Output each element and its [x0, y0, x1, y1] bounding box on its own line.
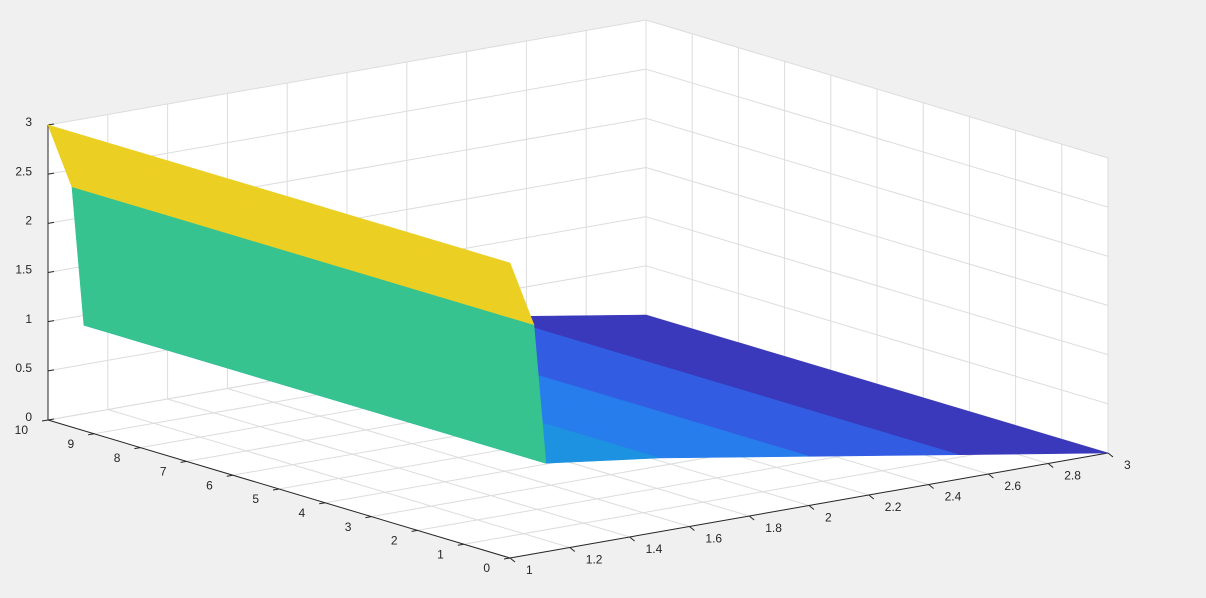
z-tick: [47, 369, 55, 372]
z-tick-label: 3: [25, 115, 32, 129]
y-tick: [457, 543, 464, 546]
z-tick: [47, 271, 55, 273]
z-tick-label: 2.5: [15, 164, 32, 178]
x-tick: [808, 505, 815, 510]
grid-line: [47, 19, 647, 126]
x-tick: [689, 526, 695, 531]
y-tick-label: 6: [206, 478, 213, 492]
y-tick-label: 0: [483, 561, 490, 575]
z-tick-label: 0.5: [15, 361, 32, 375]
y-tick-label: 7: [160, 465, 167, 479]
z-tick-label: 1.5: [15, 263, 32, 277]
grid-line: [463, 438, 1062, 545]
z-tick: [47, 172, 55, 175]
y-tick-label: 4: [299, 506, 306, 520]
x-tick: [1107, 452, 1114, 458]
grid-line: [645, 68, 1109, 208]
x-tick: [509, 557, 516, 563]
x-tick-label: 3: [1124, 458, 1131, 472]
x-tick-label: 2.4: [945, 490, 962, 504]
y-tick-label: 3: [345, 520, 352, 534]
grid-line: [645, 117, 1109, 257]
y-tick: [134, 447, 141, 450]
y-tick: [503, 557, 511, 560]
grid-line: [645, 265, 1109, 405]
y-tick: [411, 529, 418, 532]
x-tick: [868, 494, 875, 500]
y-tick-label: 8: [114, 451, 121, 465]
y-tick: [180, 460, 187, 463]
y-tick-label: 10: [15, 423, 29, 437]
y-tick: [319, 502, 326, 505]
y-tick-label: 2: [391, 534, 398, 548]
y-tick-label: 9: [68, 437, 75, 451]
y-tick-label: 5: [252, 492, 259, 506]
z-tick-label: 1: [25, 312, 32, 326]
z-tick-label: 2: [25, 214, 32, 228]
x-tick-label: 2.8: [1064, 469, 1081, 483]
surface-patch: [417, 234, 535, 326]
x-tick-label: 2.2: [885, 500, 902, 514]
y-tick: [41, 419, 49, 422]
z-tick: [47, 320, 55, 323]
x-tick-label: 1.6: [705, 532, 722, 546]
grid-line: [645, 19, 1109, 159]
x-tick: [748, 515, 755, 521]
y-tick: [272, 488, 280, 491]
y-tick-label: 1: [437, 547, 444, 561]
x-tick: [569, 547, 576, 552]
z-tick-label: 0: [25, 410, 32, 424]
y-tick: [365, 516, 372, 519]
x-tick-label: 2.6: [1004, 479, 1021, 493]
x-tick: [1047, 463, 1054, 468]
x-tick-label: 1.4: [646, 542, 663, 556]
z-tick: [47, 221, 55, 224]
x-tick-label: 1: [526, 563, 533, 577]
y-tick: [226, 474, 233, 477]
x-tick-label: 2: [825, 511, 832, 525]
x-tick-label: 1.8: [765, 521, 782, 535]
grid-line: [645, 216, 1109, 356]
z-tick: [47, 418, 55, 421]
y-tick: [88, 433, 95, 436]
grid-line: [645, 167, 1109, 306]
x-tick: [988, 473, 994, 479]
x-tick: [629, 536, 635, 542]
x-tick: [928, 484, 934, 489]
z-tick: [47, 123, 55, 126]
x-tick-label: 1.2: [586, 553, 603, 567]
